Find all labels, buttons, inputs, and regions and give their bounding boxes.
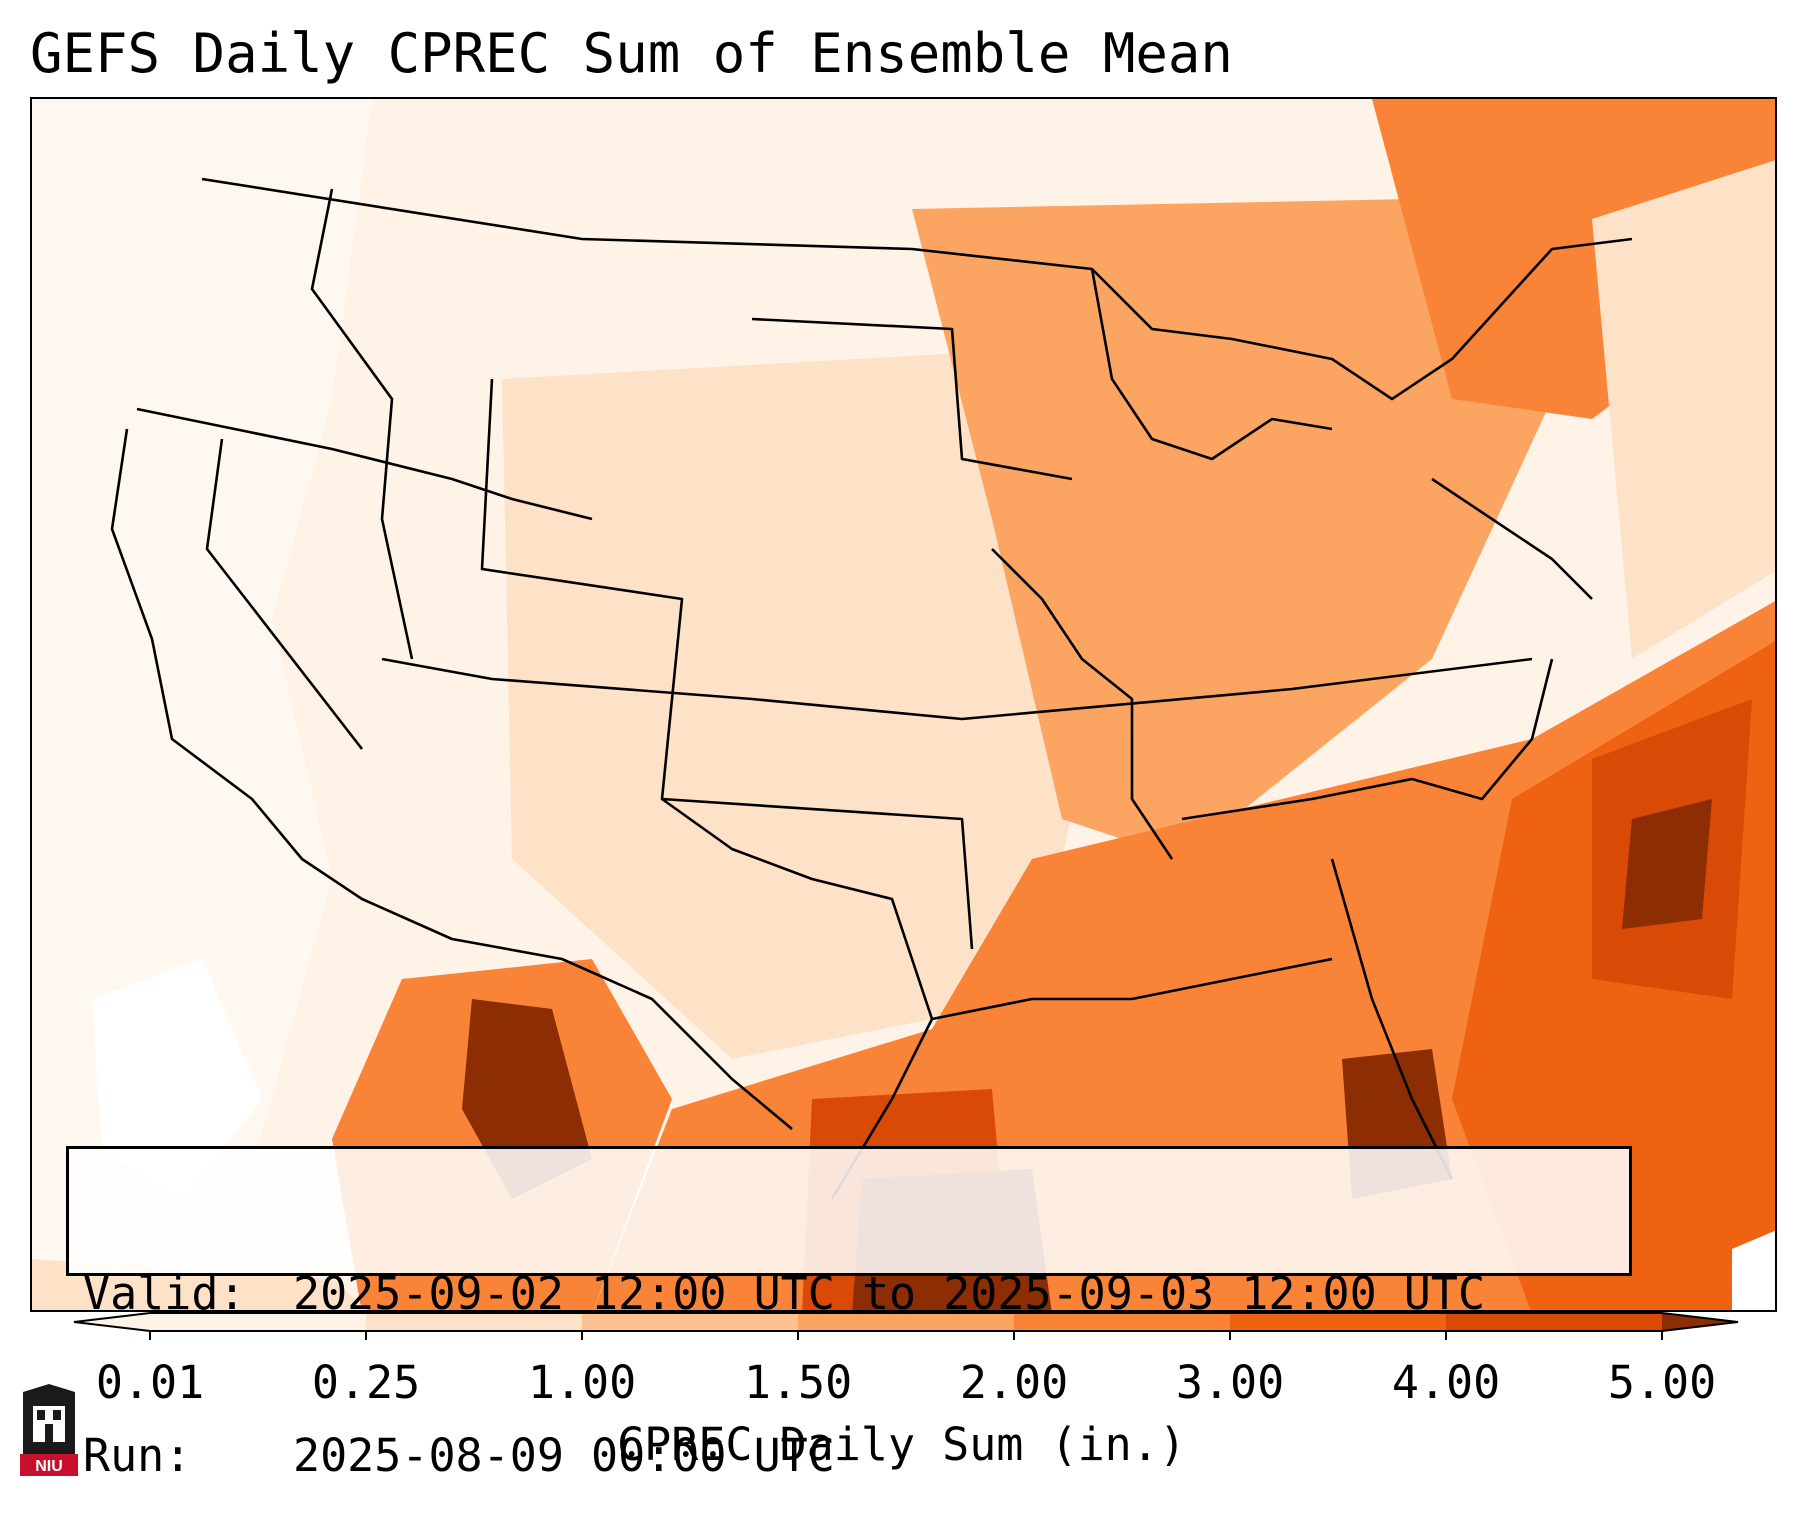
valid-row: Valid: 2025-09-02 12:00 UTC to 2025-09-03… [83, 1267, 1629, 1321]
nevada-border [205, 438, 364, 750]
central-states-line [480, 378, 974, 950]
colorbar-tick-label: 5.00 [1607, 1356, 1717, 1409]
rocky-mountain-line [310, 188, 414, 660]
colorbar-tick-label: 4.00 [1391, 1356, 1501, 1409]
colorbar-segment-1 [150, 1313, 366, 1331]
florida-peninsula [1330, 858, 1454, 1180]
niu-logo: NIU [20, 1384, 78, 1476]
southeast-coast-line [1181, 658, 1554, 821]
colorbar-tick-label: 0.01 [95, 1356, 205, 1409]
us-canada-border [201, 177, 1633, 401]
borders [110, 177, 1633, 1200]
colorbar-tick-label: 3.00 [1175, 1356, 1285, 1409]
new-england-light-region [1592, 160, 1775, 659]
run-value: 2025-08-09 00:00 UTC [293, 1429, 835, 1482]
northwest-state-line [136, 407, 593, 521]
map-svg [32, 99, 1775, 1310]
colorbar-segment-7 [1446, 1313, 1662, 1331]
run-label: Run: [83, 1429, 192, 1482]
colorbar [73, 1312, 1739, 1340]
colorbar-segment-3 [582, 1313, 798, 1331]
great-lakes-outline [1090, 268, 1333, 461]
chart-title: GEFS Daily CPREC Sum of Ensemble Mean [30, 22, 1233, 85]
colorbar-left-extension [74, 1313, 150, 1331]
colorbar-segment-5 [1014, 1313, 1230, 1331]
mid-atlantic-line [1431, 477, 1593, 600]
pacific-white-patch [92, 959, 262, 1199]
colorbar-segment-6 [1230, 1313, 1446, 1331]
colorbar-tick-label: 1.50 [743, 1356, 853, 1409]
midwest-region [912, 199, 1552, 859]
run-row: Run: 2025-08-09 00:00 UTC [83, 1429, 1629, 1483]
colorbar-tick-label: 2.00 [959, 1356, 1069, 1409]
colorbar-tick-label: 1.00 [527, 1356, 637, 1409]
colorbar-tick-label: 0.25 [311, 1356, 421, 1409]
valid-label: Valid: [83, 1267, 246, 1320]
valid-value: 2025-09-02 12:00 UTC to 2025-09-03 12:00… [293, 1267, 1486, 1320]
precipitation-map [30, 97, 1777, 1312]
map-corner-white [1732, 1230, 1775, 1310]
colorbar-segment-4 [798, 1313, 1014, 1331]
run-info-box: Valid: 2025-09-02 12:00 UTC to 2025-09-03… [66, 1146, 1632, 1482]
mississippi-line [991, 548, 1174, 860]
northern-plains-line [751, 317, 1073, 481]
atlantic-max-region [1622, 799, 1712, 929]
colorbar-segment-2 [366, 1313, 582, 1331]
mid-latitude-line [381, 657, 1533, 721]
gulf-coast-line [931, 957, 1333, 1021]
svg-text:NIU: NIU [35, 1458, 63, 1475]
colorbar-title: CPREC Daily Sum (in.) [617, 1418, 1186, 1471]
texas-border [661, 797, 934, 1200]
colorbar-right-extension [1662, 1313, 1738, 1331]
colorbar-ticks [149, 1331, 1663, 1340]
west-coast-border [110, 428, 793, 1130]
